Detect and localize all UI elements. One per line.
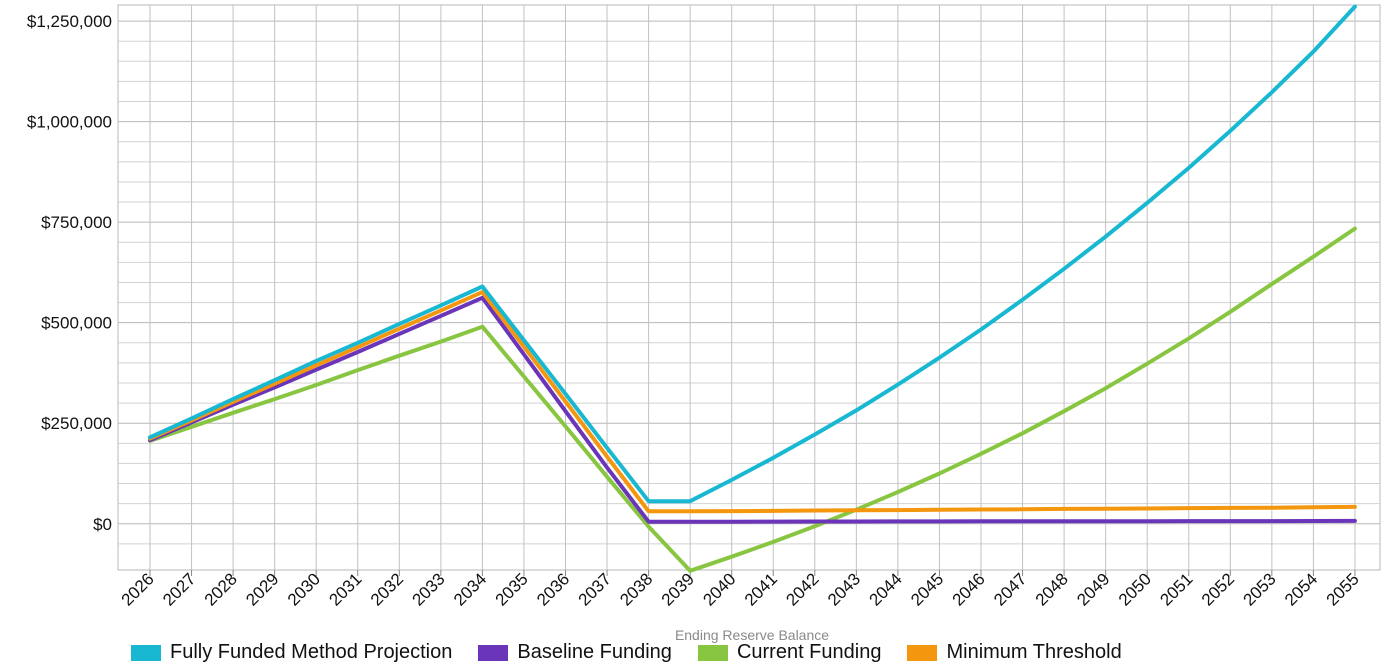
x-tick-label: 2037 xyxy=(575,569,615,609)
x-tick-label: 2039 xyxy=(658,569,698,609)
legend-item[interactable]: Baseline Funding xyxy=(478,641,672,664)
x-tick-label: 2027 xyxy=(159,569,199,609)
legend-swatch xyxy=(697,644,728,661)
x-tick-label: 2046 xyxy=(949,569,989,609)
x-tick-label: 2036 xyxy=(533,569,573,609)
x-tick-label: 2050 xyxy=(1115,569,1155,609)
x-tick-label: 2035 xyxy=(492,569,532,609)
series-line xyxy=(148,295,1357,524)
legend-label: Minimum Threshold xyxy=(946,641,1122,663)
x-tick-label: 2032 xyxy=(367,569,407,609)
x-axis-ticks: 2026 2027 2028 2029 2030 2031 2032 2033 2034 2035… xyxy=(118,569,1363,609)
plot-frame xyxy=(117,4,1381,571)
x-tick-label: 2033 xyxy=(408,569,448,609)
x-tick-label: 2054 xyxy=(1281,569,1321,609)
x-tick-label: 2026 xyxy=(118,569,158,609)
x-tick-label: 2047 xyxy=(990,569,1030,609)
x-tick-label: 2041 xyxy=(741,569,781,609)
x-tick-label: 2055 xyxy=(1323,569,1363,609)
legend-swatch xyxy=(478,644,509,661)
legend-label: Baseline Funding xyxy=(517,641,672,663)
y-tick-label: $1,250,000 xyxy=(27,12,112,31)
y-tick-label: $0 xyxy=(93,515,112,534)
series-line xyxy=(148,4,1357,504)
grid xyxy=(117,4,1381,576)
series-line xyxy=(148,226,1357,573)
y-tick-label: $500,000 xyxy=(41,314,112,333)
x-tick-label: 2053 xyxy=(1239,569,1279,609)
x-tick-label: 2051 xyxy=(1156,569,1196,609)
x-tick-label: 2042 xyxy=(782,569,822,609)
legend-item[interactable]: Fully Funded Method Projection xyxy=(131,641,452,664)
x-tick-label: 2030 xyxy=(284,569,324,609)
series-lines xyxy=(148,4,1357,573)
legend-item[interactable]: Minimum Threshold xyxy=(907,641,1122,664)
x-tick-label: 2048 xyxy=(1032,569,1072,609)
x-tick-label: 2034 xyxy=(450,569,490,609)
y-tick-label: $1,000,000 xyxy=(27,113,112,132)
x-tick-label: 2045 xyxy=(907,569,947,609)
series-line xyxy=(148,290,1357,514)
x-tick-label: 2031 xyxy=(325,569,365,609)
legend-item[interactable]: Current Funding xyxy=(697,641,882,664)
legend-swatch xyxy=(907,644,938,661)
y-tick-label: $750,000 xyxy=(41,213,112,232)
legend: Fully Funded Method Projection Baseline … xyxy=(131,641,1148,664)
x-tick-label: 2052 xyxy=(1198,569,1238,609)
y-axis-ticks: $0 $250,000 $500,000 $750,000 $1,000,000 $1,2… xyxy=(27,12,112,534)
legend-swatch xyxy=(131,644,161,661)
x-tick-label: 2038 xyxy=(616,569,656,609)
y-tick-label: $250,000 xyxy=(41,414,112,433)
x-tick-label: 2043 xyxy=(824,569,864,609)
x-tick-label: 2044 xyxy=(866,569,906,609)
x-tick-label: 2028 xyxy=(201,569,241,609)
x-tick-label: 2040 xyxy=(699,569,739,609)
x-tick-label: 2049 xyxy=(1073,569,1113,609)
x-tick-label: 2029 xyxy=(242,569,282,609)
x-axis-label: Ending Reserve Balance xyxy=(675,627,829,643)
legend-label: Fully Funded Method Projection xyxy=(170,641,453,663)
legend-label: Current Funding xyxy=(736,641,882,663)
